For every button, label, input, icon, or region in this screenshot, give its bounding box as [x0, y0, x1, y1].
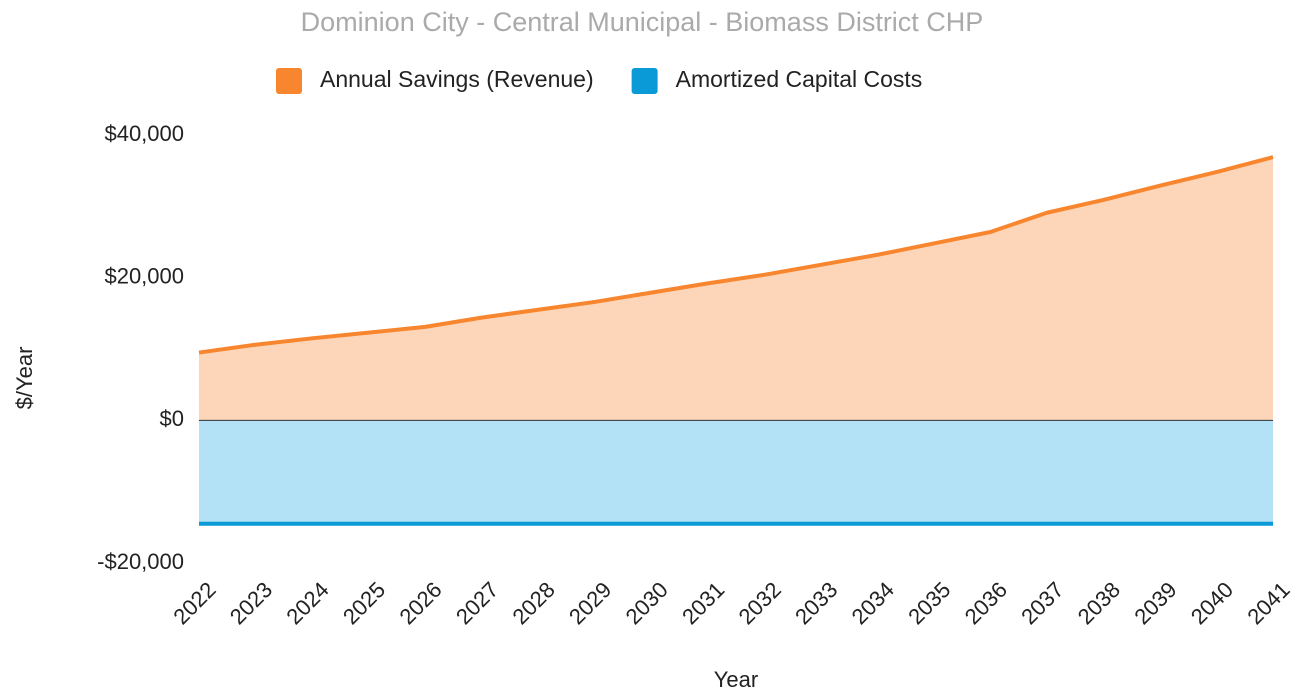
- y-tick-label: $20,000: [104, 263, 184, 288]
- legend-swatch: [631, 68, 658, 94]
- y-axis-label: $/Year: [12, 347, 37, 410]
- x-tick-label: 2036: [960, 577, 1012, 629]
- x-tick-label: 2037: [1016, 577, 1068, 629]
- x-tick-label: 2023: [225, 577, 277, 629]
- x-tick-label: 2024: [281, 577, 333, 629]
- y-tick-label: $0: [160, 406, 184, 431]
- x-tick-label: 2032: [734, 577, 786, 629]
- x-tick-label: 2041: [1242, 577, 1294, 629]
- area-line: [198, 155, 1274, 355]
- legend-label: Amortized Capital Costs: [676, 66, 923, 92]
- x-tick-label: 2030: [621, 577, 673, 629]
- x-tick-label: 2031: [677, 577, 729, 629]
- x-tick-label: 2039: [1129, 577, 1181, 629]
- x-tick-label: 2034: [847, 577, 899, 629]
- legend-swatch: [276, 68, 302, 94]
- x-tick-label: 2029: [564, 577, 616, 629]
- x-tick-label: 2025: [338, 577, 390, 629]
- x-tick-label: 2026: [394, 577, 446, 629]
- legend-label: Annual Savings (Revenue): [320, 66, 594, 92]
- chart-title: Dominion City - Central Municipal - Biom…: [301, 7, 984, 37]
- x-tick-label: 2028: [508, 577, 560, 629]
- y-tick-label: -$20,000: [97, 549, 184, 574]
- x-tick-label: 2038: [1073, 577, 1125, 629]
- y-tick-label: $40,000: [104, 121, 184, 146]
- x-tick-label: 2040: [1186, 577, 1238, 629]
- x-tick-label: 2035: [903, 577, 955, 629]
- area-fill: [199, 157, 1273, 421]
- x-tick-label: 2022: [168, 577, 220, 629]
- x-axis-label: Year: [714, 667, 758, 692]
- x-tick-label: 2027: [451, 577, 503, 629]
- area-fill: [199, 420, 1273, 524]
- x-tick-label: 2033: [790, 577, 842, 629]
